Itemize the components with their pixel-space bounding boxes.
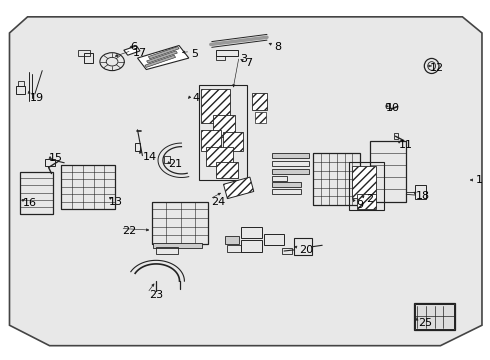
- Bar: [156, 247, 178, 253]
- Polygon shape: [147, 51, 177, 63]
- Bar: [386, 103, 390, 108]
- Bar: [369, 140, 406, 202]
- Bar: [393, 134, 398, 139]
- Text: 4: 4: [193, 93, 200, 103]
- Bar: [213, 116, 235, 137]
- Bar: [153, 243, 202, 248]
- Polygon shape: [138, 45, 189, 69]
- Bar: [415, 185, 426, 199]
- Bar: [225, 236, 239, 244]
- Polygon shape: [124, 46, 140, 55]
- Text: 6: 6: [130, 42, 137, 52]
- Text: 11: 11: [399, 140, 413, 150]
- Bar: [216, 55, 225, 60]
- Text: 18: 18: [416, 191, 430, 201]
- Text: 22: 22: [122, 226, 136, 236]
- Text: 17: 17: [133, 48, 147, 58]
- Text: 24: 24: [211, 197, 225, 207]
- Bar: [241, 240, 262, 252]
- Bar: [415, 305, 454, 329]
- Bar: [45, 159, 55, 166]
- Bar: [216, 50, 238, 56]
- Bar: [282, 248, 293, 253]
- Text: 20: 20: [299, 245, 313, 255]
- Bar: [84, 53, 93, 63]
- Text: 10: 10: [386, 103, 400, 113]
- Bar: [272, 189, 301, 194]
- Bar: [164, 156, 170, 163]
- Text: 2: 2: [366, 194, 373, 204]
- Bar: [272, 176, 287, 181]
- Text: 13: 13: [109, 197, 123, 207]
- Text: 16: 16: [23, 198, 37, 208]
- Bar: [198, 85, 247, 180]
- Text: 12: 12: [430, 63, 444, 73]
- Text: 14: 14: [143, 152, 156, 162]
- Bar: [357, 194, 376, 209]
- Text: 21: 21: [168, 159, 182, 169]
- Bar: [152, 202, 208, 244]
- Polygon shape: [148, 46, 179, 59]
- Text: 3: 3: [240, 54, 247, 64]
- Text: 7: 7: [245, 58, 252, 68]
- Polygon shape: [145, 55, 175, 67]
- Bar: [294, 238, 313, 255]
- Bar: [255, 112, 266, 123]
- Bar: [272, 153, 309, 158]
- Polygon shape: [223, 177, 254, 199]
- Bar: [351, 166, 376, 198]
- Bar: [135, 143, 141, 151]
- Bar: [264, 234, 284, 245]
- Bar: [206, 147, 233, 166]
- Bar: [272, 161, 309, 166]
- Bar: [241, 226, 262, 238]
- Polygon shape: [9, 17, 482, 346]
- Bar: [61, 165, 115, 210]
- Bar: [216, 162, 238, 178]
- Bar: [201, 89, 230, 123]
- Bar: [348, 162, 384, 211]
- Bar: [20, 172, 53, 214]
- Bar: [78, 50, 90, 56]
- Bar: [272, 182, 301, 187]
- Text: 9: 9: [356, 200, 364, 210]
- Bar: [16, 86, 25, 94]
- Text: 1: 1: [476, 175, 483, 185]
- Bar: [314, 153, 360, 205]
- Bar: [201, 130, 220, 151]
- Text: 5: 5: [191, 49, 198, 59]
- Bar: [272, 168, 309, 174]
- Bar: [227, 244, 241, 252]
- Bar: [414, 303, 455, 330]
- Bar: [18, 81, 24, 86]
- Text: 19: 19: [30, 93, 44, 103]
- Text: 25: 25: [418, 318, 433, 328]
- Bar: [223, 132, 243, 151]
- Text: 8: 8: [274, 42, 281, 52]
- Bar: [252, 93, 267, 110]
- Text: 15: 15: [49, 153, 63, 163]
- Text: 23: 23: [149, 291, 163, 301]
